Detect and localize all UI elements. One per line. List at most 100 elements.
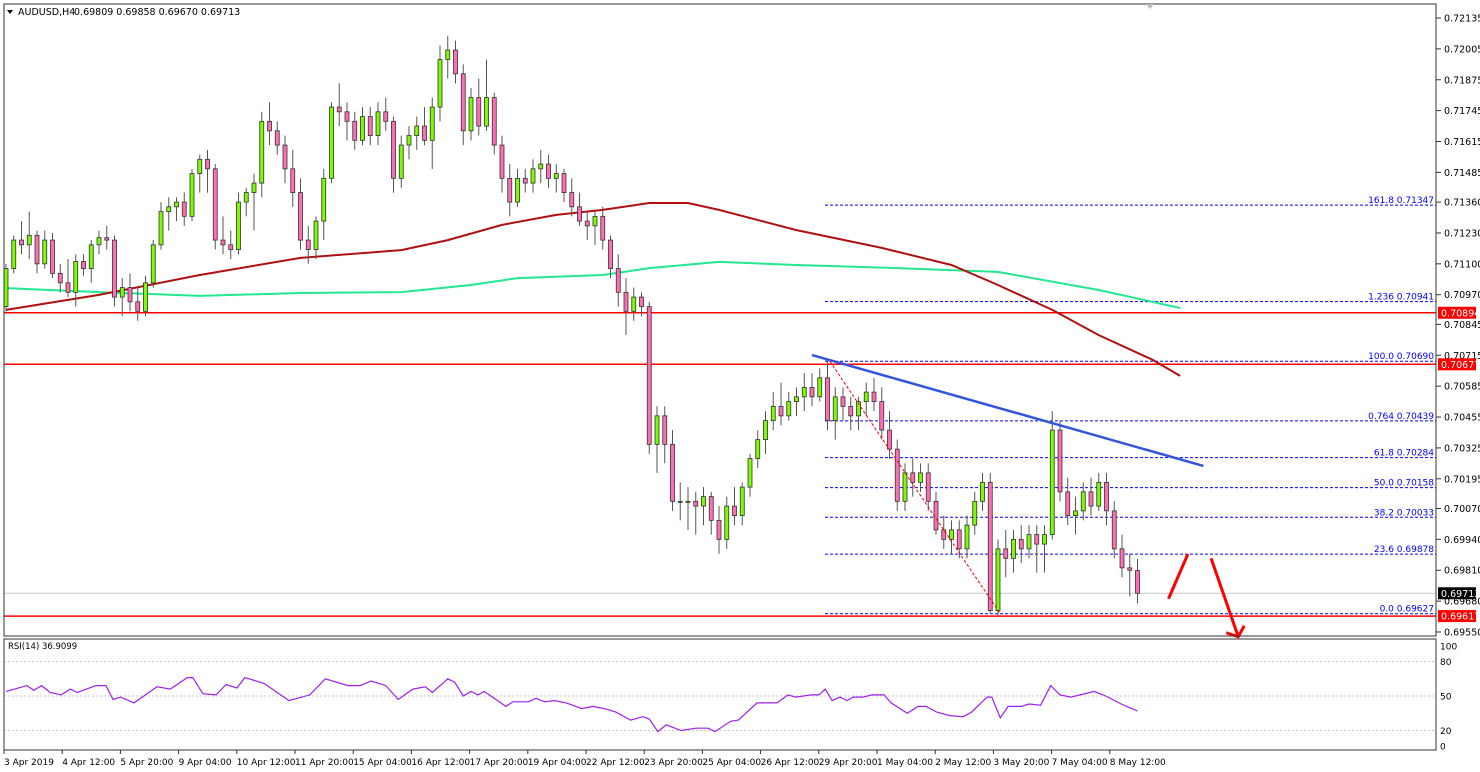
bearish-candle (205, 158, 210, 170)
bullish-candle (468, 97, 474, 132)
forecast-up-stroke (1167, 553, 1190, 600)
time-label: 19 Apr 04:00 (528, 758, 587, 768)
bearish-candle (732, 505, 737, 517)
bullish-candle (1080, 491, 1086, 512)
bearish-candle (499, 144, 505, 179)
price-tick-label: 0.70070 (1444, 504, 1480, 515)
bullish-candle (174, 201, 179, 208)
forecast-down-arrow (1209, 557, 1240, 638)
time-label: 25 Apr 04:00 (702, 758, 761, 768)
price-tick-label: 0.72135 (1444, 14, 1480, 25)
main-chart-frame (3, 3, 1437, 637)
symbol-dropdown-icon[interactable] (7, 10, 13, 14)
bullish-candle (150, 244, 156, 284)
time-label: 17 Apr 20:00 (470, 758, 529, 768)
bearish-candle (1057, 429, 1063, 493)
bullish-candle (375, 111, 381, 136)
bearish-candle (623, 291, 629, 312)
time-label: 15 Apr 04:00 (353, 758, 412, 768)
bullish-candle (360, 116, 365, 141)
bullish-candle (329, 106, 334, 179)
time-label: 11 Apr 20:00 (295, 758, 354, 768)
bearish-candle (941, 529, 947, 540)
bullish-candle (1026, 534, 1032, 550)
price-tick-label: 0.71615 (1444, 137, 1480, 148)
bullish-candle (236, 201, 241, 250)
resistance-trendline (811, 353, 1204, 468)
bearish-candle (716, 519, 722, 540)
price-level-badge-label: 0.70894 (1441, 308, 1480, 319)
bearish-candle (422, 125, 427, 141)
bullish-candle (1042, 534, 1047, 545)
bearish-candle (894, 448, 900, 502)
bullish-candle (654, 415, 660, 445)
bullish-candle (429, 106, 435, 141)
bearish-candle (336, 106, 342, 113)
bearish-candle (127, 287, 133, 303)
time-label: 2 May 12:00 (935, 758, 991, 768)
price-tick-label: 0.70970 (1444, 290, 1480, 301)
price-tick-label: 0.69680 (1444, 597, 1480, 608)
bullish-candle (406, 135, 412, 146)
bearish-candle (305, 239, 311, 250)
rsi-panel-frame (3, 638, 1437, 751)
bearish-candle (476, 97, 482, 127)
time-label: 29 Apr 20:00 (819, 758, 878, 768)
bearish-candle (367, 116, 373, 136)
bullish-candle (437, 59, 443, 108)
bullish-candle (1011, 538, 1016, 559)
price-tick-label: 0.71485 (1444, 168, 1480, 179)
bearish-candle (228, 244, 234, 250)
bullish-candle (197, 158, 203, 174)
bearish-candle (34, 234, 40, 265)
bullish-candle (42, 239, 48, 265)
bullish-candle (158, 211, 164, 246)
fib-level-label: 61.8 0.70284 (1374, 449, 1434, 459)
bullish-candle (1096, 481, 1102, 507)
bearish-candle (1104, 481, 1109, 512)
bearish-candle (460, 73, 466, 132)
bullish-candle (972, 500, 978, 526)
price-tick-label: 0.70585 (1444, 382, 1480, 393)
bearish-candle (50, 239, 55, 274)
price-tick-label: 0.70455 (1444, 413, 1480, 424)
bearish-candle (1127, 567, 1133, 571)
time-label: 3 Apr 2019 (4, 758, 54, 768)
bullish-candle (11, 239, 17, 269)
bearish-candle (848, 405, 854, 417)
bearish-candle (1088, 491, 1094, 507)
bullish-candle (88, 244, 94, 269)
price-level-badge (1438, 358, 1476, 371)
bearish-candle (639, 296, 644, 307)
time-label: 8 May 12:00 (1110, 758, 1166, 768)
time-label: 1 May 04:00 (877, 758, 933, 768)
bearish-candle (112, 239, 117, 298)
bullish-candle (817, 377, 823, 398)
bullish-candle (770, 405, 776, 421)
bearish-candle (809, 386, 815, 398)
bullish-candle (794, 396, 799, 402)
bearish-candle (871, 391, 877, 402)
bearish-candle (453, 49, 458, 75)
bullish-candle (166, 206, 172, 212)
price-tick-label: 0.69940 (1444, 535, 1480, 546)
bearish-candle (778, 405, 784, 417)
bullish-candle (259, 120, 265, 184)
rsi-tick-label: 0 (1440, 743, 1446, 753)
bullish-candle (515, 177, 520, 203)
price-tick-label: 0.69550 (1444, 627, 1480, 638)
fib-level-label: 161.8 0.71347 (1368, 196, 1434, 206)
bullish-candle (701, 496, 706, 507)
price-level-badge-label: 0.70677 (1441, 360, 1480, 371)
rsi-line (5, 676, 1138, 733)
bearish-candle (57, 272, 63, 284)
bullish-candle (747, 458, 753, 488)
fib-level-label: 100.0 0.70690 (1368, 352, 1434, 362)
bullish-candle (26, 234, 32, 246)
bullish-candle (724, 505, 730, 540)
chart-shift-marker[interactable] (1146, 4, 1154, 9)
bearish-candle (298, 192, 303, 241)
bearish-candle (561, 173, 567, 193)
